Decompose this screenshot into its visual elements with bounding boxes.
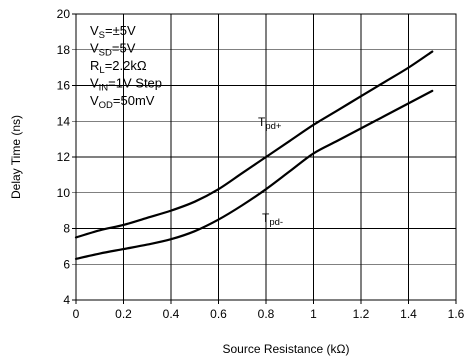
condition-symbol: R — [90, 58, 99, 73]
x-tick-label: 0.6 — [210, 307, 227, 321]
condition-value: =5V — [112, 41, 136, 56]
condition-subscript: IN — [99, 83, 109, 94]
x-tick-label: 1 — [310, 307, 317, 321]
y-tick-label: 12 — [57, 150, 71, 164]
series-label-main: T — [262, 211, 270, 225]
series-label-sub: pd+ — [265, 121, 282, 132]
tick-labels: 0 0.2 0.4 0.6 0.8 1 1.2 1.4 1.6 4 6 8 10 12 14 16 18 20 — [57, 7, 465, 321]
condition-value: =±5V — [105, 23, 136, 38]
y-tick-label: 16 — [57, 79, 71, 93]
x-tick-label: 0.2 — [115, 307, 132, 321]
y-tick-label: 10 — [57, 186, 71, 200]
condition-line: VIN=1V Step — [90, 76, 162, 94]
x-axis-label: Source Resistance (kΩ) — [222, 342, 349, 356]
grid-lines — [72, 13, 457, 304]
condition-subscript: S — [99, 30, 105, 41]
y-tick-label: 14 — [57, 114, 71, 128]
condition-subscript: L — [99, 65, 104, 76]
curves — [74, 50, 434, 260]
series-label-main: T — [258, 115, 266, 129]
x-tick-label: 0.8 — [258, 307, 275, 321]
condition-symbol: V — [90, 93, 99, 108]
series-labels: Tpd+Tpd- — [258, 115, 283, 228]
condition-symbol: V — [90, 23, 99, 38]
condition-subscript: OD — [99, 100, 113, 111]
condition-line: VOD=50mV — [90, 93, 155, 111]
x-tick-label: 1.2 — [353, 307, 370, 321]
condition-line: VS=±5V — [90, 23, 136, 41]
plot-frame — [75, 13, 457, 301]
series-label-sub: pd- — [269, 217, 283, 228]
y-axis-label: Delay Time (ns) — [9, 115, 23, 199]
y-tick-label: 8 — [63, 222, 70, 236]
y-tick-label: 4 — [63, 293, 70, 307]
y-tick-label: 18 — [57, 43, 71, 57]
condition-value: =50mV — [113, 93, 155, 108]
condition-value: =1V Step — [108, 76, 162, 91]
condition-line: RL=2.2kΩ — [90, 58, 147, 76]
y-tick-label: 6 — [63, 257, 70, 271]
curve-tpd-plus — [74, 50, 434, 239]
y-tick-label: 20 — [57, 7, 71, 21]
condition-value: =2.2kΩ — [105, 58, 147, 73]
condition-subscript: SD — [99, 48, 112, 59]
condition-symbol: V — [90, 76, 99, 91]
x-tick-label: 0.4 — [163, 307, 180, 321]
label-tpd-plus: Tpd+ — [258, 115, 282, 132]
curve-tpd-minus — [74, 89, 434, 260]
condition-symbol: V — [90, 41, 99, 56]
label-tpd-minus: Tpd- — [262, 211, 283, 228]
x-tick-label: 0 — [73, 307, 80, 321]
condition-line: VSD=5V — [90, 41, 136, 59]
x-tick-label: 1.4 — [400, 307, 417, 321]
x-tick-label: 1.6 — [448, 307, 465, 321]
